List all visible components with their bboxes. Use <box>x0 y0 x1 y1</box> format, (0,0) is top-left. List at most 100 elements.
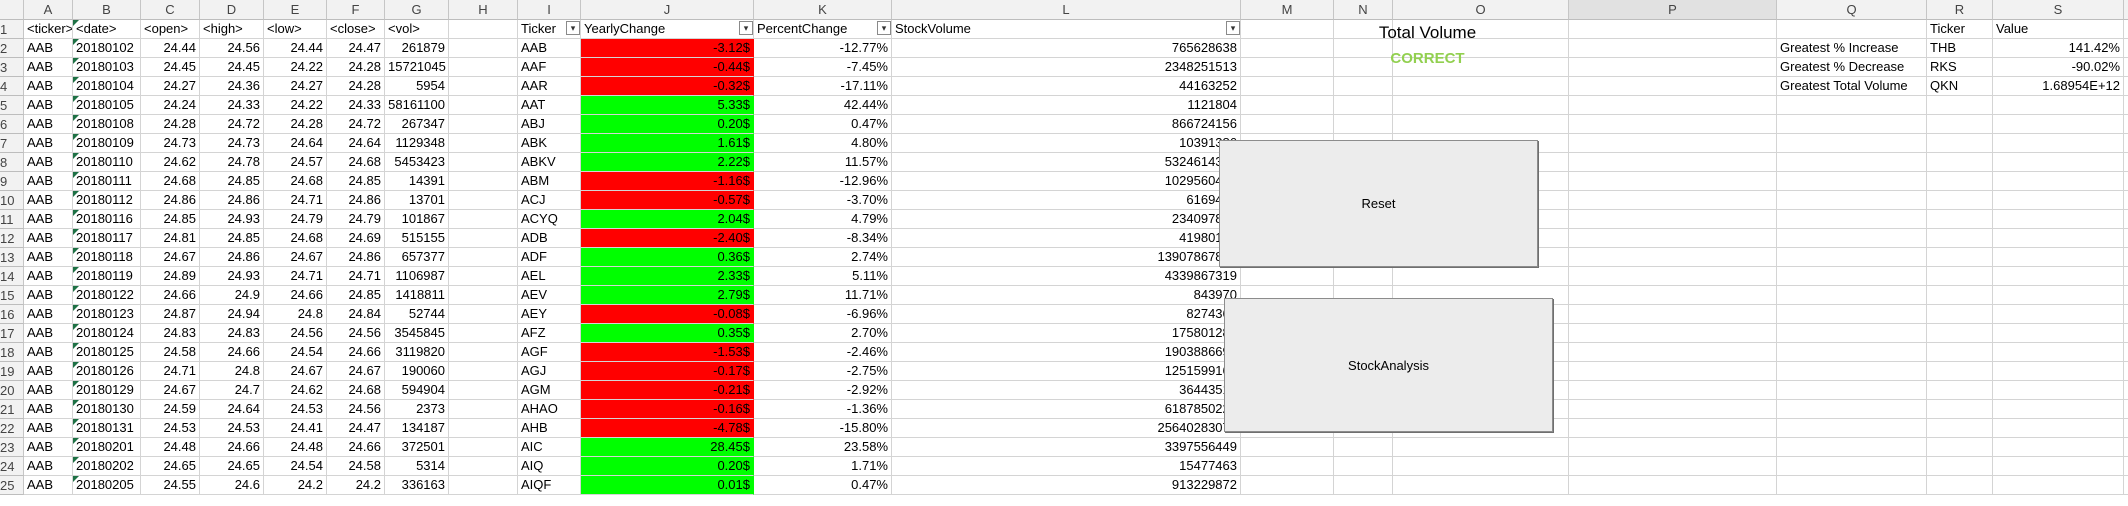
raw-data-cell[interactable]: AAB <box>24 248 73 267</box>
raw-data-cell[interactable]: 24.85 <box>327 286 385 305</box>
cell[interactable] <box>1777 153 1927 172</box>
cell[interactable] <box>449 210 518 229</box>
column-header-E[interactable]: E <box>264 0 327 20</box>
column-header-H[interactable]: H <box>449 0 518 20</box>
stock-volume-cell[interactable]: 6187850222 <box>892 400 1241 419</box>
percent-change-cell[interactable]: 23.58% <box>754 438 892 457</box>
cell[interactable] <box>2124 324 2128 343</box>
row-header-10[interactable]: 10 <box>0 191 24 210</box>
cell[interactable] <box>1393 115 1569 134</box>
raw-data-cell[interactable]: AAB <box>24 134 73 153</box>
raw-data-cell[interactable]: 24.28 <box>264 115 327 134</box>
ticker-cell[interactable]: AGM <box>518 381 581 400</box>
stock-volume-cell[interactable]: 843970 <box>892 286 1241 305</box>
cell[interactable] <box>1569 77 1777 96</box>
raw-data-cell[interactable]: 24.73 <box>200 134 264 153</box>
select-all-corner[interactable] <box>0 0 24 20</box>
raw-data-cell[interactable]: 24.68 <box>141 172 200 191</box>
raw-data-cell[interactable]: 267347 <box>385 115 449 134</box>
raw-header-cell[interactable]: <date> <box>73 20 141 39</box>
cell[interactable] <box>449 457 518 476</box>
cell[interactable] <box>2124 115 2128 134</box>
raw-data-cell[interactable]: 24.28 <box>327 77 385 96</box>
column-header-B[interactable]: B <box>73 0 141 20</box>
raw-data-cell[interactable]: 24.24 <box>141 96 200 115</box>
cell[interactable] <box>1927 381 1993 400</box>
raw-data-cell[interactable]: 24.41 <box>264 419 327 438</box>
ticker-cell[interactable]: ABJ <box>518 115 581 134</box>
raw-data-cell[interactable]: 24.53 <box>264 400 327 419</box>
cell[interactable] <box>1927 419 1993 438</box>
row-header-2[interactable]: 2 <box>0 39 24 58</box>
cell[interactable] <box>1993 172 2124 191</box>
cell[interactable] <box>1777 381 1927 400</box>
cell[interactable] <box>449 381 518 400</box>
raw-data-cell[interactable]: AAB <box>24 400 73 419</box>
percent-change-cell[interactable]: -6.96% <box>754 305 892 324</box>
row-header-9[interactable]: 9 <box>0 172 24 191</box>
stock-volume-cell[interactable]: 36443510 <box>892 381 1241 400</box>
yearly-change-cell[interactable]: 1.61$ <box>581 134 754 153</box>
cell[interactable] <box>1241 20 1334 39</box>
cell[interactable] <box>2124 20 2128 39</box>
filter-dropdown-icon[interactable]: ▾ <box>739 21 753 35</box>
row-header-14[interactable]: 14 <box>0 267 24 286</box>
yearly-change-cell[interactable]: -0.44$ <box>581 58 754 77</box>
raw-data-cell[interactable]: 24.2 <box>327 476 385 495</box>
ticker-cell[interactable]: AGJ <box>518 362 581 381</box>
raw-data-cell[interactable]: 24.79 <box>327 210 385 229</box>
raw-data-cell[interactable]: AAB <box>24 438 73 457</box>
raw-data-cell[interactable]: 1106987 <box>385 267 449 286</box>
raw-data-cell[interactable]: 24.45 <box>200 58 264 77</box>
percent-change-cell[interactable]: -3.70% <box>754 191 892 210</box>
raw-data-cell[interactable]: 1418811 <box>385 286 449 305</box>
row-header-3[interactable]: 3 <box>0 58 24 77</box>
cell[interactable] <box>1993 248 2124 267</box>
cell[interactable] <box>1569 229 1777 248</box>
raw-data-cell[interactable]: 24.44 <box>264 39 327 58</box>
yearly-change-cell[interactable]: 2.79$ <box>581 286 754 305</box>
cell[interactable] <box>2124 172 2128 191</box>
raw-data-cell[interactable]: 24.78 <box>200 153 264 172</box>
cell[interactable] <box>1569 210 1777 229</box>
column-header-D[interactable]: D <box>200 0 264 20</box>
stock-volume-cell[interactable]: 175801284 <box>892 324 1241 343</box>
column-header-N[interactable]: N <box>1334 0 1393 20</box>
summary-header-stockvolume[interactable]: StockVolume <box>892 20 1241 39</box>
raw-data-cell[interactable]: 24.28 <box>141 115 200 134</box>
raw-data-cell[interactable]: AAB <box>24 115 73 134</box>
row-header-25[interactable]: 25 <box>0 476 24 495</box>
raw-data-cell[interactable]: 24.85 <box>200 229 264 248</box>
raw-data-cell[interactable]: 24.27 <box>264 77 327 96</box>
raw-data-cell[interactable]: 24.48 <box>264 438 327 457</box>
cell[interactable] <box>1569 324 1777 343</box>
raw-data-cell[interactable]: AAB <box>24 153 73 172</box>
cell[interactable] <box>1993 96 2124 115</box>
ticker-cell[interactable]: AIQF <box>518 476 581 495</box>
row-header-18[interactable]: 18 <box>0 343 24 362</box>
yearly-change-cell[interactable]: -1.16$ <box>581 172 754 191</box>
yearly-change-cell[interactable]: 2.22$ <box>581 153 754 172</box>
cell[interactable] <box>1777 305 1927 324</box>
raw-data-cell[interactable]: 24.86 <box>200 191 264 210</box>
yearly-change-cell[interactable]: -0.16$ <box>581 400 754 419</box>
ticker-cell[interactable]: AHB <box>518 419 581 438</box>
raw-data-cell[interactable]: 24.65 <box>141 457 200 476</box>
row-header-23[interactable]: 23 <box>0 438 24 457</box>
ticker-cell[interactable]: AEV <box>518 286 581 305</box>
percent-change-cell[interactable]: -8.34% <box>754 229 892 248</box>
cell[interactable] <box>1927 153 1993 172</box>
raw-data-cell[interactable]: AAB <box>24 77 73 96</box>
ticker-cell[interactable]: AGF <box>518 343 581 362</box>
filter-dropdown-icon[interactable]: ▾ <box>877 21 891 35</box>
cell[interactable] <box>1569 96 1777 115</box>
raw-data-cell[interactable]: 24.44 <box>141 39 200 58</box>
cell[interactable] <box>1927 400 1993 419</box>
stock-analysis-button[interactable]: StockAnalysis <box>1224 298 1553 432</box>
percent-change-cell[interactable]: 1.71% <box>754 457 892 476</box>
cell[interactable] <box>449 58 518 77</box>
cell[interactable] <box>449 191 518 210</box>
percent-change-cell[interactable]: 5.11% <box>754 267 892 286</box>
raw-data-cell[interactable]: 24.86 <box>200 248 264 267</box>
row-header-1[interactable]: 1 <box>0 20 24 39</box>
